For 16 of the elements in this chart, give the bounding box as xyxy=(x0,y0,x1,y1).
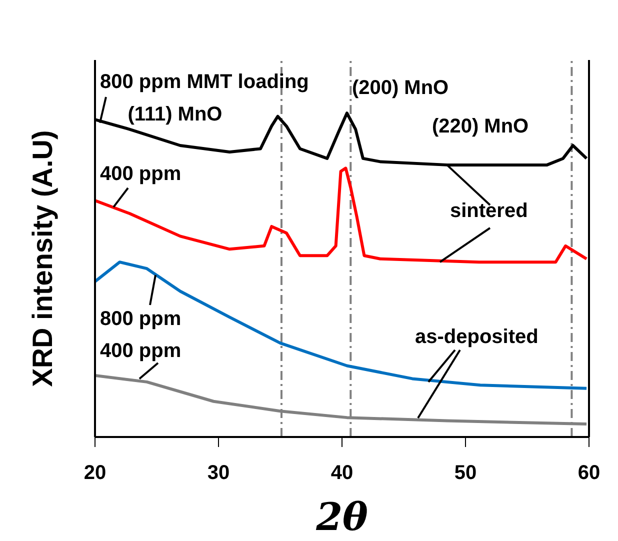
annotation: 800 ppm MMT loading xyxy=(100,71,309,93)
x-axis-title: 2θ xyxy=(315,494,369,539)
annotation: 400 ppm xyxy=(100,163,182,185)
annotation: 400 ppm xyxy=(100,340,182,362)
x-tick-label: 60 xyxy=(578,462,600,484)
annotation: (220) MnO xyxy=(432,116,529,138)
x-tick-label: 20 xyxy=(84,462,106,484)
annotation: (111) MnO xyxy=(128,103,222,126)
annotation: (200) MnO xyxy=(352,77,449,100)
annotation: sintered xyxy=(450,200,528,222)
annotation: 800 ppm xyxy=(100,308,182,330)
x-tick-label: 50 xyxy=(454,462,477,484)
annotation: as-deposited xyxy=(415,326,538,348)
x-tick-label: 30 xyxy=(207,462,230,484)
x-tick-label: 40 xyxy=(330,462,354,484)
y-axis-title: XRD intensity (A.U) xyxy=(27,130,58,387)
